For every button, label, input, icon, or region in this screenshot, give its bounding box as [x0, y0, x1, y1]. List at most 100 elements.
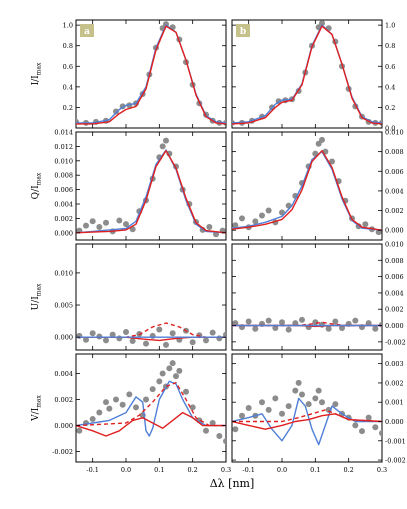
observed-point — [156, 378, 163, 385]
observed-point — [239, 215, 245, 222]
y-axis-label-main: I/I — [31, 75, 41, 86]
y-tick-label: 0.000 — [54, 229, 73, 237]
red-fit-line — [76, 150, 226, 234]
x-tick-label: 0.0 — [121, 466, 131, 474]
y-tick-label: 0.004 — [54, 201, 73, 209]
observed-point — [173, 373, 179, 380]
observed-point — [232, 426, 239, 433]
observed-point — [365, 414, 372, 421]
panel-V_a: -0.002 0.000 0.002 0.004 -0.1 0.0 0.1 0.2 0.3 V/I… — [31, 353, 231, 474]
panel-data — [76, 360, 226, 445]
observed-point — [312, 395, 319, 402]
panel-data — [232, 379, 382, 446]
observed-point — [292, 320, 299, 327]
observed-point — [103, 219, 109, 226]
panel-label: b — [240, 27, 246, 37]
observed-point — [365, 320, 372, 327]
x-tick-label: 0.2 — [187, 466, 197, 474]
y-tick-label: 0.004 — [385, 187, 404, 195]
observed-point — [339, 324, 345, 331]
observed-point — [285, 326, 292, 333]
panel-label-badge — [236, 24, 250, 37]
y-tick-label: 0.002 — [54, 215, 73, 223]
observed-point — [113, 396, 119, 403]
x-tick-label: 0.3 — [221, 466, 231, 474]
observed-point — [285, 403, 292, 410]
observed-point — [265, 317, 272, 324]
y-tick-label: 0.004 — [54, 370, 73, 378]
observed-point — [305, 401, 312, 408]
y-tick-label: 0.002 — [54, 396, 73, 404]
observed-point — [259, 212, 265, 219]
observed-point — [89, 416, 96, 423]
y-axis-label-sub: max — [36, 283, 43, 296]
observed-point — [319, 136, 325, 143]
y-tick-label: 0.005 — [54, 302, 73, 310]
observed-point — [259, 399, 265, 406]
observed-point — [103, 399, 109, 406]
y-tick-label: 0.6 — [385, 63, 395, 71]
y-axis-label: Q/Imax — [31, 172, 43, 199]
y-axis-label: I/Imax — [31, 62, 43, 85]
y-axis-label-sub: max — [36, 62, 43, 75]
y-tick-label: 0.0 — [385, 125, 395, 133]
y-tick-label: 0.000 — [385, 322, 404, 330]
panel-label: a — [84, 27, 90, 37]
panel-U_a: 0.000 0.005 0.010 U/Imax — [31, 243, 227, 351]
x-tick-label: -0.1 — [242, 466, 255, 474]
x-tick-label: 0.0 — [277, 466, 287, 474]
observed-point — [216, 432, 223, 439]
y-tick-label: 0.4 — [63, 83, 73, 91]
y-axis-label-main: U/I — [31, 296, 41, 311]
observed-point — [332, 401, 339, 408]
observed-point — [103, 337, 109, 344]
observed-point — [113, 108, 119, 115]
observed-point — [359, 428, 365, 435]
observed-point — [272, 324, 279, 331]
observed-point — [209, 329, 216, 336]
y-tick-label: 0.010 — [54, 269, 73, 277]
observed-point — [279, 319, 285, 326]
observed-point — [329, 158, 335, 165]
red-fit-line — [76, 25, 226, 125]
y-tick-label: 0.006 — [385, 273, 404, 281]
panel-label-badge — [80, 24, 94, 37]
y-tick-label: 0.004 — [385, 289, 404, 297]
observed-point — [89, 218, 96, 225]
observed-point — [109, 331, 116, 338]
observed-point — [279, 410, 285, 417]
observed-point — [372, 424, 379, 431]
observed-point — [123, 221, 129, 228]
red-dashed-line — [76, 381, 226, 427]
blue-fit-line — [232, 150, 382, 231]
observed-point — [183, 388, 189, 395]
x-axis-label: Δλ [nm] — [210, 477, 255, 490]
y-axis-label: V/Imax — [31, 395, 43, 422]
y-tick-label: 1.0 — [385, 22, 395, 30]
observed-point — [163, 137, 169, 144]
observed-point — [232, 320, 239, 327]
observed-point — [159, 370, 166, 377]
observed-point — [203, 337, 209, 344]
x-tick-label: 0.1 — [154, 466, 164, 474]
y-tick-label: 0.002 — [385, 379, 404, 387]
observed-point — [252, 325, 259, 332]
y-tick-label: -0.002 — [52, 448, 73, 456]
y-tick-label: 0.002 — [385, 306, 404, 314]
y-tick-label: 0.4 — [385, 83, 395, 91]
panel-frame — [231, 131, 383, 241]
y-tick-label: -0.002 — [385, 338, 406, 346]
observed-point — [76, 427, 83, 434]
red-dashed-line — [232, 409, 382, 423]
observed-point — [143, 396, 149, 403]
observed-point — [149, 386, 156, 393]
observed-point — [106, 405, 113, 412]
observed-point — [156, 326, 163, 333]
x-tick-label: -0.1 — [86, 466, 99, 474]
y-tick-label: 0.010 — [54, 157, 73, 165]
x-tick-label: 0.3 — [377, 466, 387, 474]
red-fit-line — [76, 411, 226, 437]
panel-frame — [75, 353, 227, 463]
observed-point — [232, 222, 239, 229]
observed-point — [166, 365, 173, 372]
